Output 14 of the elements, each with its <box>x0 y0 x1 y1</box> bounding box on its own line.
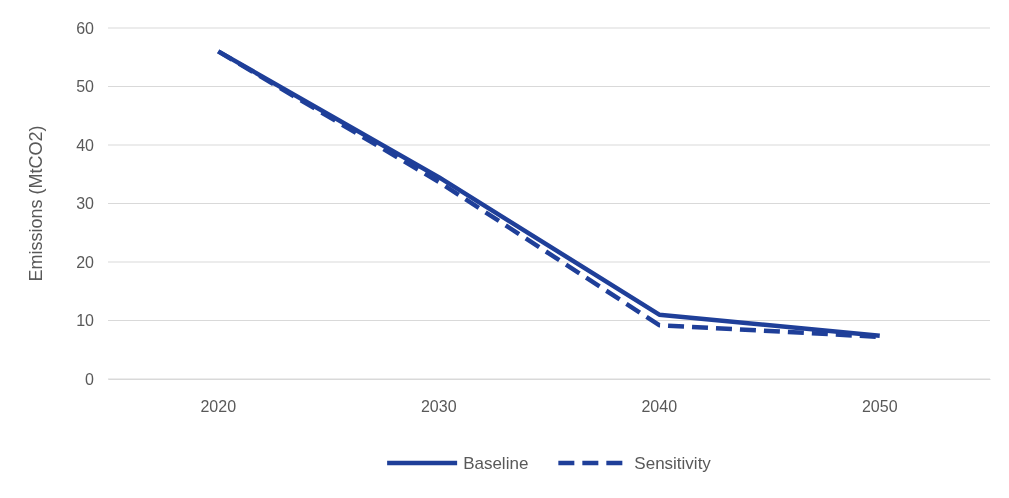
y-axis-title: Emissions (MtCO2) <box>26 125 46 282</box>
x-tick-label: 2040 <box>641 398 678 416</box>
legend-label: Baseline <box>463 454 529 473</box>
x-tick-label: 2030 <box>420 398 457 416</box>
y-tick-label: 50 <box>76 78 95 96</box>
y-tick-label: 60 <box>76 19 95 37</box>
x-tick-label: 2050 <box>861 398 898 416</box>
y-tick-label: 20 <box>76 253 95 271</box>
y-tick-label: 0 <box>85 370 95 388</box>
y-tick-label: 30 <box>76 195 95 213</box>
y-tick-label: 10 <box>76 312 95 330</box>
y-tick-label: 40 <box>76 136 95 154</box>
legend-label: Sensitivity <box>634 454 712 473</box>
x-tick-label: 2020 <box>200 398 237 416</box>
